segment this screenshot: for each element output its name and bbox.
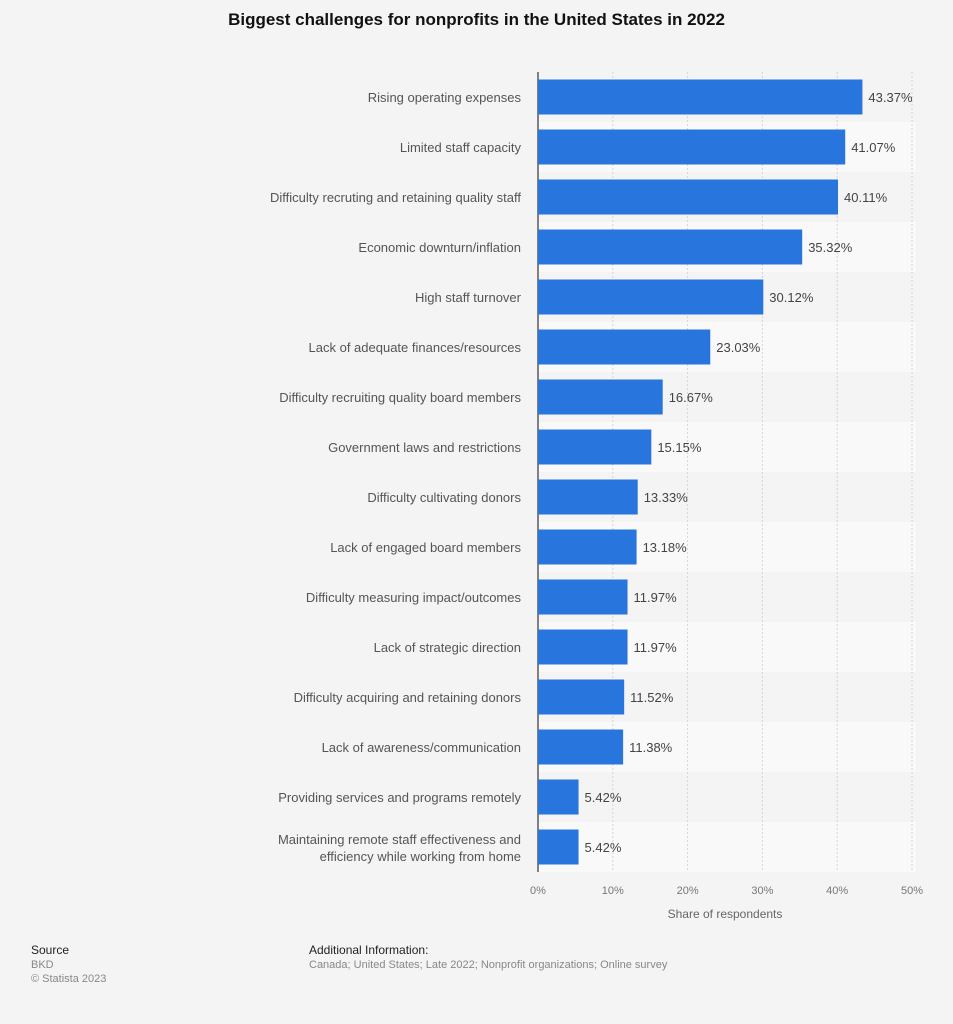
source-block: Source BKD © Statista 2023 bbox=[31, 943, 106, 985]
data-label: 30.12% bbox=[769, 290, 814, 305]
category-label: Limited staff capacity bbox=[400, 140, 522, 155]
copyright: © Statista 2023 bbox=[31, 973, 107, 985]
data-label: 11.97% bbox=[634, 590, 678, 605]
data-label: 40.11% bbox=[844, 190, 888, 205]
row-band bbox=[538, 772, 916, 822]
category-label: Providing services and programs remotely bbox=[278, 790, 521, 805]
data-label: 5.42% bbox=[585, 840, 622, 855]
additional-info-label: Additional Information: bbox=[309, 943, 429, 957]
bar bbox=[538, 529, 637, 565]
category-label: Difficulty recruiting quality board memb… bbox=[279, 390, 521, 405]
bar bbox=[538, 279, 764, 315]
data-label: 11.52% bbox=[630, 690, 674, 705]
bar bbox=[538, 129, 846, 165]
row-band bbox=[538, 822, 916, 872]
additional-info-block: Additional Information: Canada; United S… bbox=[309, 943, 667, 971]
bar bbox=[538, 579, 628, 615]
x-tick-label: 40% bbox=[826, 885, 848, 897]
x-tick-label: 50% bbox=[901, 885, 923, 897]
category-label: Lack of strategic direction bbox=[374, 640, 521, 655]
category-label: Government laws and restrictions bbox=[328, 440, 521, 455]
category-label: Economic downturn/inflation bbox=[358, 240, 521, 255]
bar bbox=[538, 479, 638, 515]
bar bbox=[538, 379, 663, 415]
source-value[interactable]: BKD bbox=[31, 959, 54, 971]
category-label: High staff turnover bbox=[415, 290, 522, 305]
bar bbox=[538, 79, 863, 115]
additional-info-value: Canada; United States; Late 2022; Nonpro… bbox=[309, 959, 668, 971]
x-tick-label: 10% bbox=[602, 885, 624, 897]
bar bbox=[538, 429, 652, 465]
category-label: Rising operating expenses bbox=[368, 90, 522, 105]
data-label: 15.15% bbox=[657, 440, 702, 455]
data-label: 11.97% bbox=[634, 640, 678, 655]
x-tick-label: 30% bbox=[751, 885, 773, 897]
bar bbox=[538, 779, 579, 815]
data-label: 23.03% bbox=[716, 340, 761, 355]
x-tick-label: 0% bbox=[530, 885, 546, 897]
category-label: Difficulty acquiring and retaining donor… bbox=[294, 690, 522, 705]
data-label: 5.42% bbox=[585, 790, 622, 805]
data-label: 16.67% bbox=[669, 390, 714, 405]
bar bbox=[538, 229, 803, 265]
category-label: Lack of awareness/communication bbox=[322, 740, 521, 755]
x-tick-label: 20% bbox=[677, 885, 699, 897]
bar bbox=[538, 829, 579, 865]
category-label: Lack of adequate finances/resources bbox=[309, 340, 522, 355]
category-label: Lack of engaged board members bbox=[330, 540, 521, 555]
source-label: Source bbox=[31, 943, 70, 957]
data-label: 13.33% bbox=[644, 490, 689, 505]
bar bbox=[538, 629, 628, 665]
bar bbox=[538, 729, 624, 765]
bar bbox=[538, 329, 711, 365]
x-axis-label: Share of respondents bbox=[668, 907, 783, 921]
category-label: Maintaining remote staff effectiveness a… bbox=[278, 832, 521, 864]
bar bbox=[538, 179, 839, 215]
category-label: Difficulty measuring impact/outcomes bbox=[306, 590, 522, 605]
category-label: Difficulty cultivating donors bbox=[367, 490, 521, 505]
bar-chart: 43.37% Rising operating expenses 41.07% Lim… bbox=[270, 72, 923, 921]
data-label: 35.32% bbox=[808, 240, 853, 255]
data-label: 43.37% bbox=[868, 90, 913, 105]
data-label: 41.07% bbox=[851, 140, 896, 155]
bar bbox=[538, 679, 625, 715]
category-label: Difficulty recruting and retaining quali… bbox=[270, 190, 521, 205]
data-label: 13.18% bbox=[643, 540, 688, 555]
data-label: 11.38% bbox=[629, 740, 673, 755]
chart-title: Biggest challenges for nonprofits in the… bbox=[228, 10, 725, 29]
